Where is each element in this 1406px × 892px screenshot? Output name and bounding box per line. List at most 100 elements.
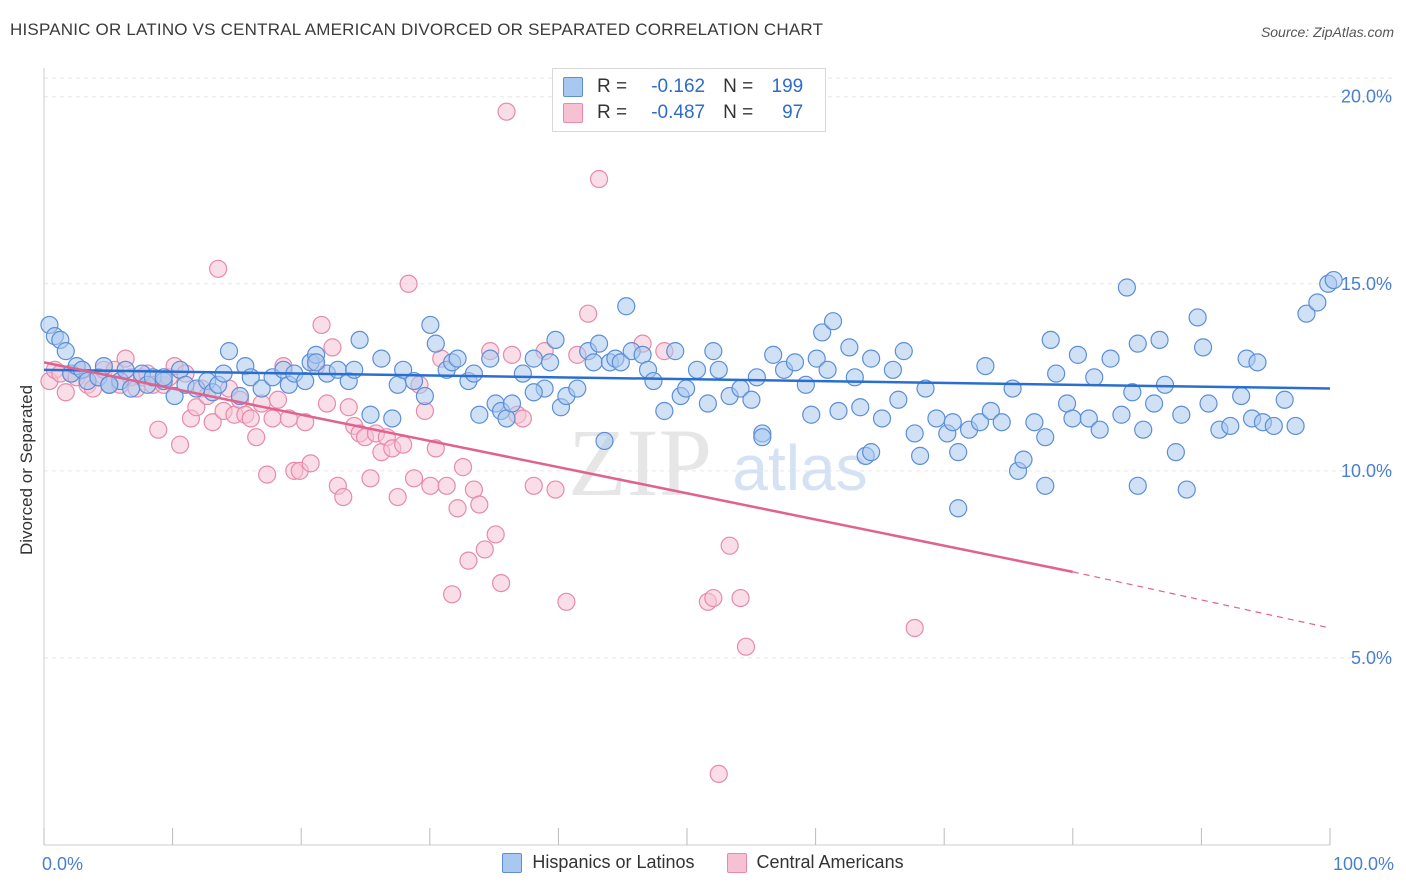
central-americans-trend-line: [43, 361, 1074, 574]
central-americans-point: [437, 476, 456, 495]
central-americans-point: [296, 413, 315, 432]
central-americans-point: [486, 525, 505, 544]
central-americans-point: [589, 169, 609, 189]
central-americans-point: [502, 345, 522, 364]
central-americans-point: [513, 409, 532, 428]
hispanics-point: [823, 312, 843, 331]
hispanics-point: [361, 405, 380, 424]
y-axis-label: Divorced or Separated: [17, 385, 36, 555]
chart-title: HISPANIC OR LATINO VS CENTRAL AMERICAN D…: [10, 20, 824, 39]
hispanics-point: [1324, 270, 1343, 290]
hispanics-point: [1150, 330, 1169, 350]
hispanics-point: [677, 379, 696, 398]
hispanics-point: [704, 342, 723, 361]
hispanics-point: [1123, 383, 1142, 402]
hispanics-point: [829, 401, 848, 421]
hispanics-point: [1155, 375, 1175, 394]
hispanics-point: [350, 330, 369, 350]
hispanics-point: [655, 401, 674, 421]
hispanics-point: [785, 353, 805, 372]
legend-item-central-americans[interactable]: Central Americans: [726, 852, 904, 873]
hispanics-point: [1172, 405, 1191, 424]
central-americans-point: [56, 383, 75, 402]
hispanics-point: [1036, 476, 1055, 495]
legend-item-hispanics[interactable]: Hispanics or Latinos: [502, 852, 695, 873]
hispanics-point: [894, 342, 913, 361]
hispanics-point: [524, 349, 543, 368]
hispanics-point: [513, 364, 532, 383]
hispanics-point: [568, 379, 587, 398]
central-americans-point: [448, 499, 467, 518]
hispanics-point: [943, 413, 962, 432]
hispanics-point: [644, 371, 663, 391]
legend-n-label: N =: [723, 102, 754, 123]
central-americans-point: [247, 428, 266, 447]
hispanics-point: [617, 297, 636, 316]
hispanics-point: [949, 499, 968, 518]
legend-swatch-blue: [502, 852, 523, 873]
hispanics-point: [464, 364, 483, 383]
trend-lines: [43, 361, 1331, 629]
legend-r-value: -0.162: [651, 76, 706, 97]
hispanics-point: [1090, 420, 1109, 439]
hispanics-point: [1248, 353, 1267, 372]
central-americans-point: [404, 469, 424, 488]
axes: [43, 68, 1331, 846]
hispanics-point: [1036, 428, 1055, 447]
hispanics-point: [584, 353, 603, 372]
y-tick-label: 20.0%: [1341, 87, 1392, 107]
legend-r-value: -0.487: [651, 102, 706, 123]
central-americans-point: [209, 259, 228, 278]
hispanics-point: [807, 349, 826, 368]
hispanics-point: [100, 375, 119, 394]
watermark-atlas: atlas: [732, 432, 867, 504]
central-americans-point: [453, 458, 473, 477]
hispanics-point: [296, 371, 315, 391]
central-americans-point: [312, 315, 331, 335]
central-americans-point: [301, 454, 320, 473]
central-americans-point: [170, 435, 190, 454]
series-legend: Hispanics or Latinos Central Americans: [0, 852, 1406, 873]
central-americans-point: [268, 390, 288, 409]
central-americans-point: [443, 585, 462, 604]
hispanics-point: [949, 443, 968, 462]
hispanics-point: [1063, 409, 1082, 428]
hispanics-point: [862, 349, 881, 368]
hispanics-point: [1014, 450, 1033, 469]
hispanics-point: [524, 383, 543, 402]
hispanics-point: [1041, 330, 1060, 350]
hispanics-point: [589, 334, 609, 353]
tick-labels: 5.0% 10.0% 15.0% 20.0% 0.0% 100.0%: [42, 87, 1394, 874]
hispanics-point: [666, 342, 685, 361]
central-americans-point: [459, 551, 478, 570]
hispanics-point: [709, 360, 728, 379]
central-americans-point: [421, 476, 440, 495]
central-americans-point: [709, 764, 728, 784]
hispanics-point: [421, 315, 440, 335]
source-note: Source: ZipAtlas.com: [1260, 24, 1394, 40]
legend-n-value: 97: [782, 102, 804, 123]
hispanics-point: [415, 386, 435, 406]
central-americans-point: [470, 495, 489, 514]
legend-r-label: R =: [597, 76, 628, 97]
hispanics-point: [1166, 443, 1185, 462]
hispanics-point: [747, 368, 766, 387]
hispanics-point: [851, 398, 870, 417]
hispanics-point: [818, 360, 837, 379]
hispanics-point: [481, 349, 500, 368]
hispanics-point: [911, 446, 930, 465]
hispanics-point: [306, 353, 326, 372]
hispanics-point: [1308, 293, 1327, 312]
hispanics-point: [970, 413, 990, 432]
hispanics-point: [121, 379, 141, 398]
central-americans-trend-extension: [1072, 571, 1331, 629]
hispanics-point: [1199, 394, 1218, 413]
central-americans-point: [731, 588, 750, 608]
legend-swatch-pink: [563, 103, 583, 123]
hispanics-point: [1101, 349, 1120, 368]
hispanics-point: [1221, 416, 1240, 436]
central-americans-point: [736, 637, 756, 656]
legend-n-label: N =: [723, 76, 754, 97]
hispanics-point: [764, 345, 783, 364]
hispanics-point: [1112, 405, 1131, 424]
